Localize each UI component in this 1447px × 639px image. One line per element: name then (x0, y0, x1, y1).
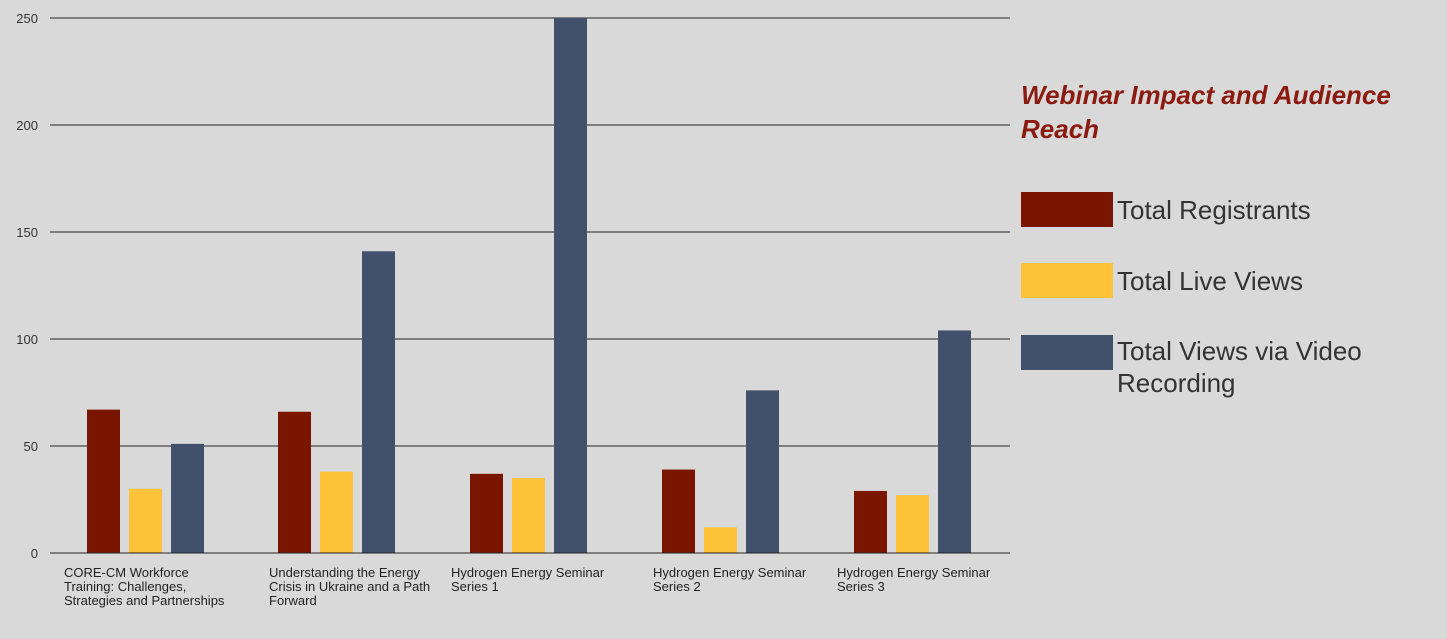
bar (171, 444, 204, 553)
bar (938, 330, 971, 553)
bar (320, 472, 353, 553)
category-label: Understanding the Energy Crisis in Ukrai… (269, 566, 434, 608)
y-tick-label: 100 (16, 332, 38, 347)
bar (362, 251, 395, 553)
bar (129, 489, 162, 553)
category-label: CORE-CM Workforce Training: Challenges, … (64, 566, 229, 608)
legend-swatch (1021, 192, 1113, 227)
bar (704, 527, 737, 553)
bar (512, 478, 545, 553)
y-tick-label: 200 (16, 118, 38, 133)
category-label: Hydrogen Energy Seminar Series 3 (837, 566, 1002, 594)
chart-title: Webinar Impact and Audience Reach (1021, 78, 1431, 146)
category-label: Hydrogen Energy Seminar Series 1 (451, 566, 616, 594)
legend-swatch (1021, 263, 1113, 298)
y-tick-label: 250 (16, 11, 38, 26)
y-axis-tick-labels: 0 50 100 150 200 250 (16, 11, 38, 561)
legend-label: Total Views via Video Recording (1117, 335, 1417, 399)
bar (854, 491, 887, 553)
bar (87, 410, 120, 553)
y-tick-label: 0 (31, 546, 38, 561)
bar (896, 495, 929, 553)
y-tick-label: 50 (24, 439, 38, 454)
bar (278, 412, 311, 553)
bars (87, 18, 971, 553)
bar (470, 474, 503, 553)
bar (554, 18, 587, 553)
legend-label: Total Live Views (1117, 265, 1417, 297)
bar (746, 390, 779, 553)
category-label: Hydrogen Energy Seminar Series 2 (653, 566, 818, 594)
bar (662, 470, 695, 553)
y-tick-label: 150 (16, 225, 38, 240)
legend-label: Total Registrants (1117, 194, 1417, 226)
legend-swatch (1021, 335, 1113, 370)
